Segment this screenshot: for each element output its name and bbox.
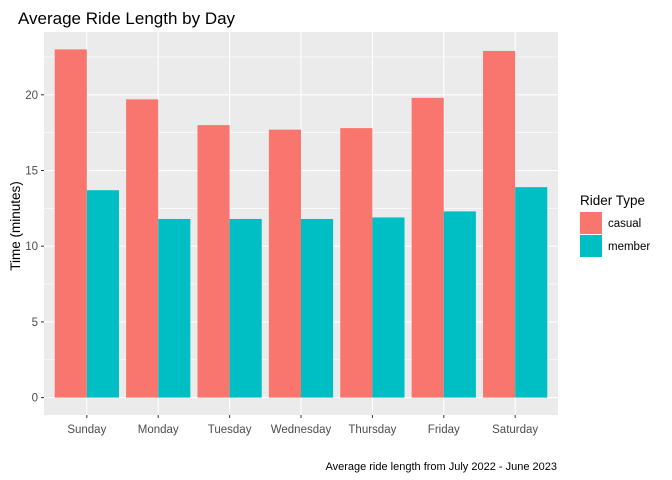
y-tick-label: 5 <box>32 317 38 329</box>
bars <box>54 49 548 398</box>
bar-casual-monday <box>126 99 159 398</box>
x-tick-label: Monday <box>138 424 179 436</box>
y-tick-label: 0 <box>32 393 38 405</box>
bar-casual-tuesday <box>197 125 230 398</box>
bar-member-wednesday <box>301 218 334 398</box>
bar-member-thursday <box>372 217 405 398</box>
x-tick-label: Friday <box>428 424 460 436</box>
y-tick-label: 20 <box>25 90 38 102</box>
bar-member-sunday <box>86 190 119 398</box>
x-axis-ticks: Sunday Monday Tuesday Wednesday Thursday Frid… <box>67 415 538 436</box>
legend-label-casual: casual <box>608 218 641 230</box>
y-tick-label: 10 <box>25 241 38 253</box>
x-tick-label: Tuesday <box>208 424 252 436</box>
legend-label-member: member <box>608 241 650 253</box>
bar-casual-saturday <box>483 50 516 398</box>
y-axis-title: Time (minutes) <box>8 181 23 271</box>
bar-member-monday <box>158 218 191 398</box>
bar-casual-sunday <box>54 49 87 398</box>
bar-casual-thursday <box>340 128 373 398</box>
legend-key-member <box>580 235 602 257</box>
legend-key-casual <box>580 212 602 234</box>
bar-member-saturday <box>515 187 548 398</box>
bar-member-friday <box>443 211 476 398</box>
y-axis-ticks: 0 5 10 15 20 <box>25 90 44 405</box>
x-tick-label: Saturday <box>492 424 538 436</box>
bar-casual-wednesday <box>268 129 301 398</box>
legend: Rider Type casual member <box>580 193 650 257</box>
chart-title: Average Ride Length by Day <box>18 9 236 28</box>
x-tick-label: Wednesday <box>271 424 332 436</box>
chart-caption: Average ride length from July 2022 - Jun… <box>325 461 557 473</box>
legend-items: casual member <box>580 212 650 257</box>
x-tick-label: Sunday <box>67 424 106 436</box>
y-tick-label: 15 <box>25 166 38 178</box>
bar-member-tuesday <box>229 218 262 398</box>
x-tick-label: Thursday <box>348 424 396 436</box>
bar-casual-friday <box>411 97 444 398</box>
legend-title: Rider Type <box>580 193 645 208</box>
